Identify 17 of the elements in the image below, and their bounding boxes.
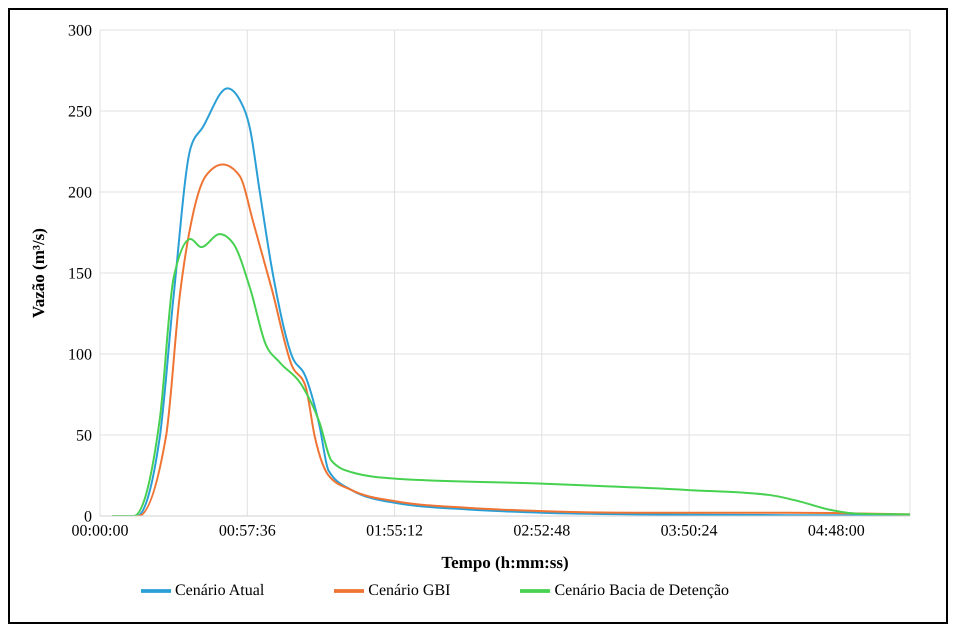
- x-axis-title: Tempo (h:mm:ss): [441, 553, 569, 572]
- y-tick-label: 250: [68, 104, 92, 121]
- x-tick-label: 01:55:12: [366, 522, 423, 540]
- y-tick-label: 300: [68, 22, 92, 40]
- line-series: [111, 233, 910, 516]
- y-axis-title: Vazão (m³/s): [29, 228, 48, 318]
- x-tick-label: 02:52:48: [513, 522, 570, 540]
- legend-label: Cenário Bacia de Detenção: [554, 582, 730, 599]
- y-tick-label: 50: [76, 428, 92, 445]
- legend-label: Cenário GBI: [368, 582, 450, 599]
- x-tick-label: 04:48:00: [808, 522, 865, 540]
- x-tick-label: 03:50:24: [660, 522, 718, 540]
- y-tick-label: 200: [68, 184, 92, 202]
- legend-label: Cenário Atual: [174, 582, 264, 599]
- y-tick-label: 150: [68, 266, 92, 283]
- y-tick-label: 100: [68, 346, 92, 364]
- x-tick-label: 00:57:36: [218, 522, 276, 540]
